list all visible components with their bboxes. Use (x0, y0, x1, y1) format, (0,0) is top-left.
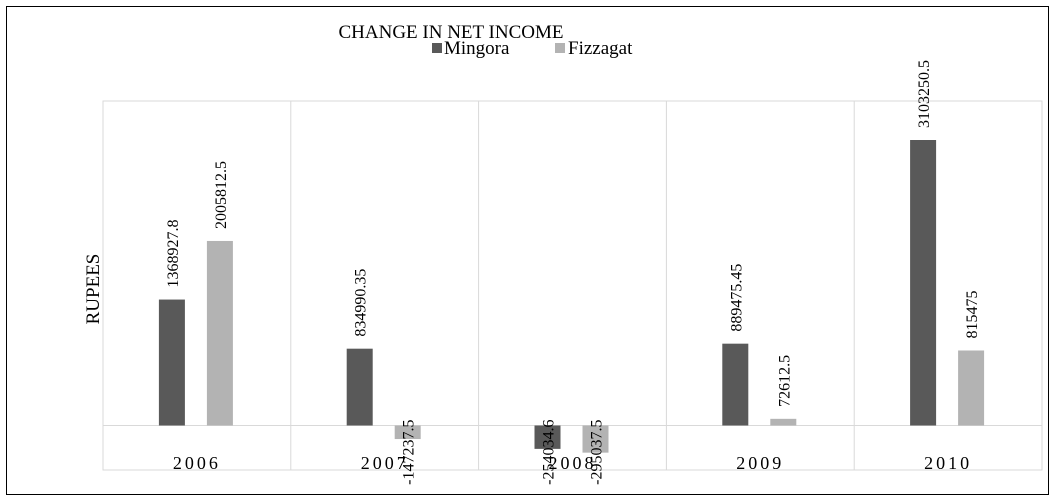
category-label: 2006 (173, 453, 221, 473)
data-label: -254034.6 (541, 420, 558, 485)
legend-label-mingora: Mingora (444, 38, 510, 59)
plot-border (102, 100, 1043, 471)
y-axis-label: RUPEES (83, 254, 104, 325)
plot-area: 2006 2007 2008 2009 2010 1368927.8 834990.35 -2… (102, 60, 1043, 485)
bar-mingora (534, 425, 561, 449)
bar-mingora (722, 343, 749, 426)
bar-fizzagat (394, 425, 421, 440)
category-label: 2010 (924, 453, 972, 473)
category-label: 2008 (549, 453, 597, 473)
bar-fizzagat (582, 425, 609, 453)
bar-mingora (910, 140, 937, 426)
data-label: 3103250.5 (916, 60, 933, 128)
chart-title: CHANGE IN NET INCOME (339, 22, 564, 43)
data-label: 1368927.8 (165, 220, 182, 288)
legend: Mingora Fizzagat (432, 38, 633, 59)
data-label: 72612.5 (776, 355, 793, 407)
bar-mingora (346, 348, 373, 426)
bar-fizzagat (958, 350, 985, 426)
data-label: 2005812.5 (213, 161, 230, 229)
data-label: 834990.35 (353, 269, 370, 337)
category-label: 2007 (361, 453, 409, 473)
bar-fizzagat (206, 240, 233, 426)
legend-swatch-mingora (432, 43, 442, 53)
legend-swatch-fizzagat (555, 43, 565, 53)
legend-label-fizzagat: Fizzagat (568, 38, 633, 59)
chart-frame: CHANGE IN NET INCOME Mingora Fizzagat 200… (6, 6, 1049, 495)
data-label: -295037.5 (589, 420, 606, 485)
data-label: -147237.5 (401, 420, 418, 485)
data-label: 889475.45 (728, 264, 745, 332)
bar-fizzagat (770, 418, 797, 426)
category-label: 2009 (736, 453, 784, 473)
bar-mingora (158, 299, 185, 426)
bar-chart: CHANGE IN NET INCOME Mingora Fizzagat 200… (83, 22, 1043, 485)
data-label: 815475 (964, 290, 981, 338)
